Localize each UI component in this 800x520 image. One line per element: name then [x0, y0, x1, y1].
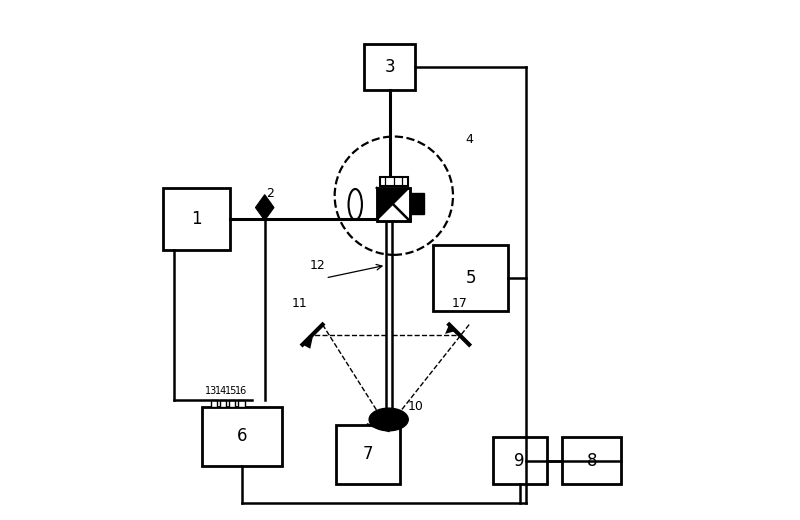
Polygon shape	[302, 337, 313, 349]
Bar	[562, 437, 622, 484]
Text: 13: 13	[205, 386, 217, 396]
Bar	[380, 177, 408, 187]
Bar	[202, 407, 282, 466]
Text: 17: 17	[451, 297, 467, 310]
Bar	[220, 400, 226, 407]
Text: 2: 2	[266, 187, 274, 200]
Bar	[434, 244, 508, 311]
Bar	[493, 437, 546, 484]
Bar	[238, 400, 245, 407]
Text: 1: 1	[191, 210, 202, 228]
Polygon shape	[445, 324, 457, 334]
Text: 9: 9	[514, 452, 525, 470]
Text: 14: 14	[215, 386, 227, 396]
Text: 4: 4	[466, 133, 474, 146]
Text: 12: 12	[310, 258, 326, 271]
Bar	[336, 425, 400, 484]
Bar	[230, 400, 235, 407]
Bar	[163, 188, 230, 250]
Text: 15: 15	[225, 386, 238, 396]
Bar	[377, 188, 410, 222]
Text: 5: 5	[466, 269, 476, 287]
Text: 3: 3	[384, 58, 395, 76]
Bar	[364, 44, 415, 90]
Text: 10: 10	[407, 400, 423, 413]
Text: 8: 8	[586, 452, 597, 470]
Polygon shape	[377, 188, 410, 222]
Ellipse shape	[369, 408, 408, 431]
Text: 16: 16	[235, 386, 248, 396]
Bar	[210, 400, 217, 407]
Bar	[411, 193, 424, 214]
Text: 6: 6	[237, 427, 247, 445]
Polygon shape	[255, 194, 274, 220]
Text: 7: 7	[362, 445, 373, 463]
Bar	[377, 188, 410, 222]
Text: 11: 11	[292, 297, 307, 310]
